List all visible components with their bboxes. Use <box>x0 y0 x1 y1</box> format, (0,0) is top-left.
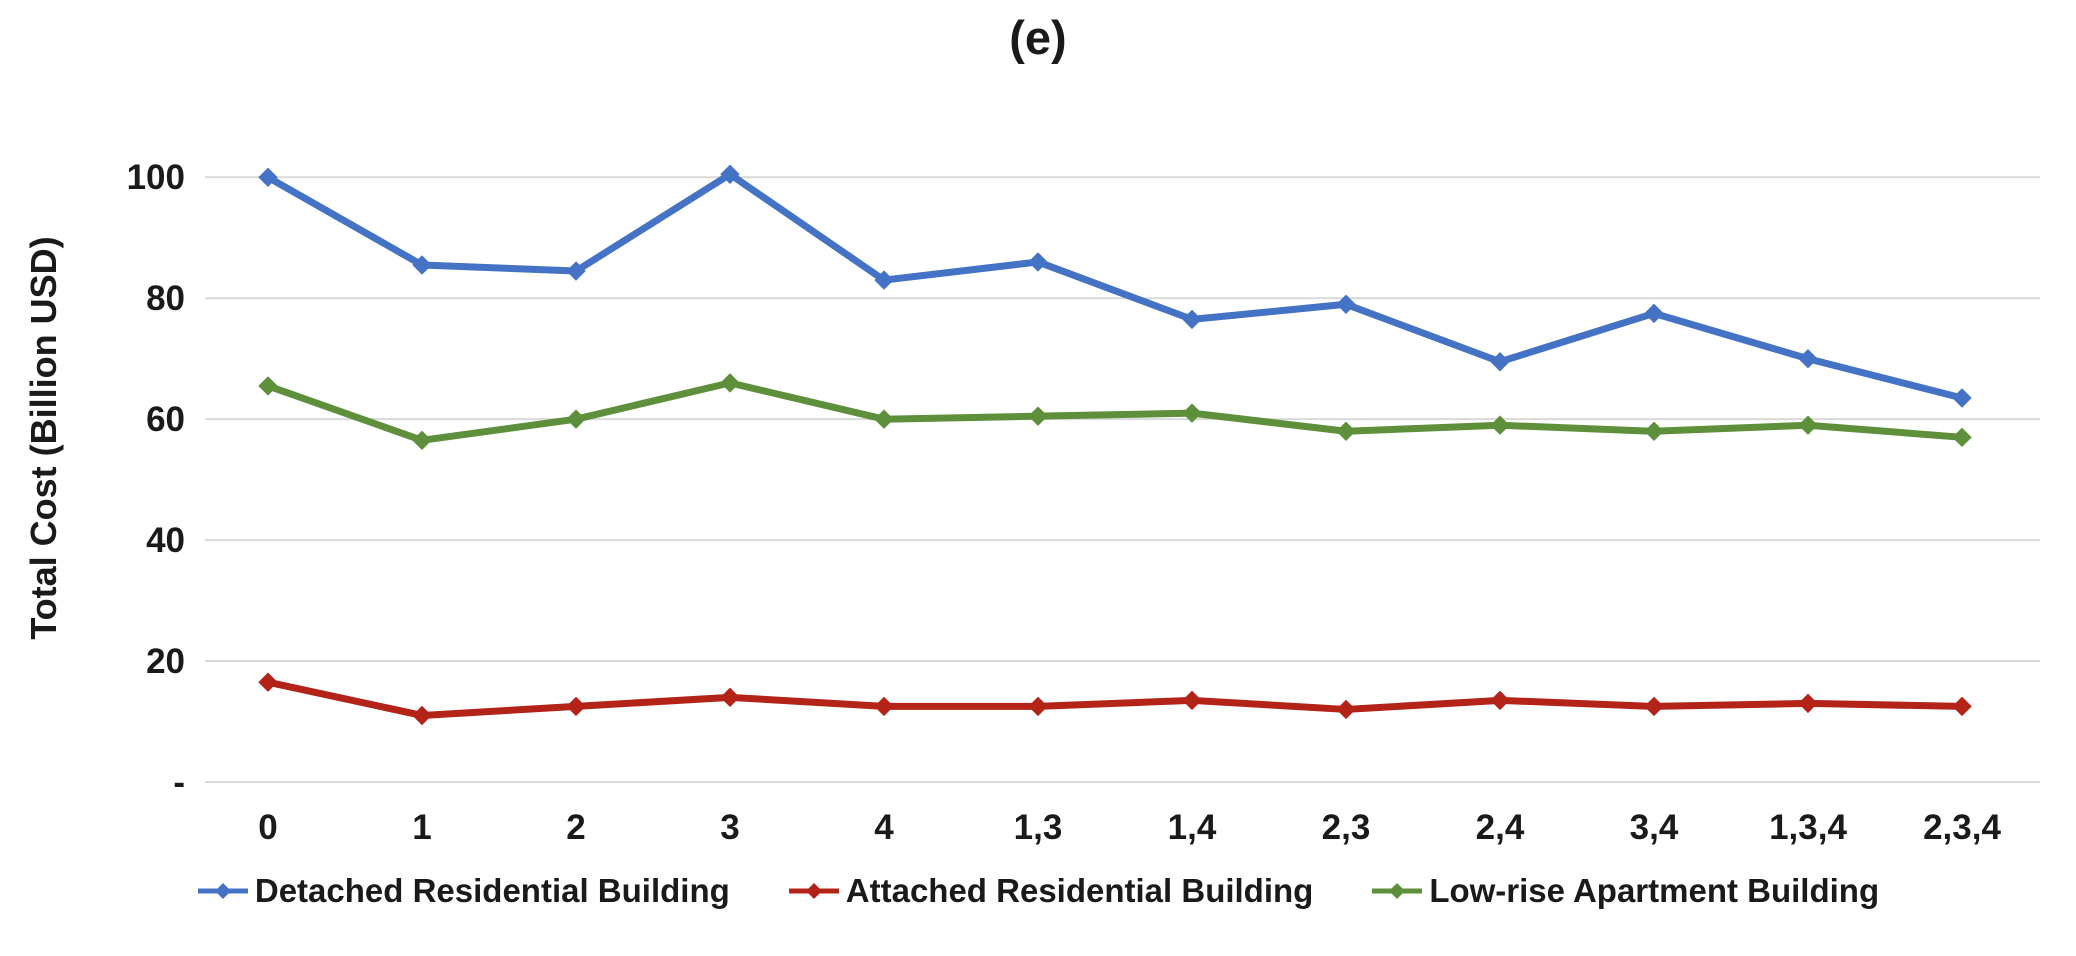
data-point-marker <box>1952 427 1972 448</box>
data-point-marker <box>874 409 894 429</box>
data-point-marker <box>566 261 586 281</box>
y-tick-label: 60 <box>146 400 185 440</box>
x-tick-label: 1,3 <box>1013 808 1063 847</box>
x-tick-label: 3,4 <box>1629 808 1679 847</box>
data-point-marker <box>720 687 740 708</box>
data-point-marker <box>1952 388 1972 408</box>
data-point-marker <box>566 409 586 429</box>
y-tick-label: - <box>173 763 185 802</box>
series-line-2 <box>264 678 1966 719</box>
x-tick-label: 2,3,4 <box>1923 808 2001 847</box>
legend-label: Detached Residential Building <box>254 872 730 909</box>
data-point-marker <box>1644 421 1664 441</box>
data-point-marker <box>1798 349 1818 369</box>
data-point-marker <box>412 705 432 726</box>
data-point-marker <box>1182 309 1202 330</box>
data-point-marker <box>1644 696 1664 717</box>
legend-item-2: Attached Residential Building <box>788 872 1314 910</box>
data-point-marker <box>1028 252 1048 272</box>
data-point-marker <box>412 430 432 451</box>
legend-marker-icon <box>1372 883 1423 899</box>
legend-label: Low-rise Apartment Building <box>1429 872 1880 909</box>
y-tick-label: 40 <box>146 521 185 561</box>
legend-label: Attached Residential Building <box>845 872 1314 909</box>
data-point-marker <box>874 270 894 290</box>
x-tick-label: 3 <box>720 808 740 847</box>
data-point-marker <box>1182 403 1202 423</box>
data-point-marker <box>258 167 278 188</box>
chart-legend: Detached Residential Building Attached Re… <box>0 872 2076 910</box>
data-point-marker <box>720 164 740 184</box>
data-point-marker <box>1336 699 1356 720</box>
series-line-3 <box>264 379 1966 444</box>
y-tick-label: 80 <box>146 279 185 319</box>
y-tick-label: 100 <box>126 158 185 198</box>
x-tick-label: 2,4 <box>1475 808 1525 847</box>
legend-item-3: Low-rise Apartment Building <box>1371 872 1879 910</box>
data-point-marker <box>1490 352 1510 372</box>
data-point-marker <box>1182 690 1202 711</box>
data-point-marker <box>412 255 432 275</box>
x-tick-label: 1,4 <box>1167 808 1217 847</box>
data-point-marker <box>1798 415 1818 435</box>
legend-marker-icon <box>788 883 839 899</box>
data-point-marker <box>1028 696 1048 717</box>
y-tick-label: 20 <box>146 642 185 682</box>
data-point-marker <box>874 696 894 717</box>
x-tick-label: 0 <box>258 808 278 847</box>
data-point-marker <box>1952 696 1972 717</box>
data-point-marker <box>258 376 278 396</box>
x-tick-label: 4 <box>874 808 894 847</box>
x-tick-label: 1,3,4 <box>1769 808 1847 847</box>
data-point-marker <box>1798 693 1818 714</box>
data-point-marker <box>1644 303 1664 324</box>
legend-item-1: Detached Residential Building <box>197 872 730 910</box>
data-point-marker <box>1490 415 1510 435</box>
chart-title: (e) <box>1009 11 1067 64</box>
series-line-1 <box>264 170 1966 402</box>
data-point-marker <box>566 696 586 717</box>
data-point-marker <box>1490 690 1510 711</box>
data-point-marker <box>258 672 278 692</box>
data-point-marker <box>1336 421 1356 441</box>
data-point-marker <box>1336 294 1356 314</box>
x-tick-label: 1 <box>412 808 432 847</box>
data-point-marker <box>720 373 740 393</box>
x-tick-label: 2 <box>566 808 586 847</box>
x-tick-label: 2,3 <box>1321 808 1371 847</box>
data-point-marker <box>1028 406 1048 426</box>
legend-marker-icon <box>197 883 248 899</box>
